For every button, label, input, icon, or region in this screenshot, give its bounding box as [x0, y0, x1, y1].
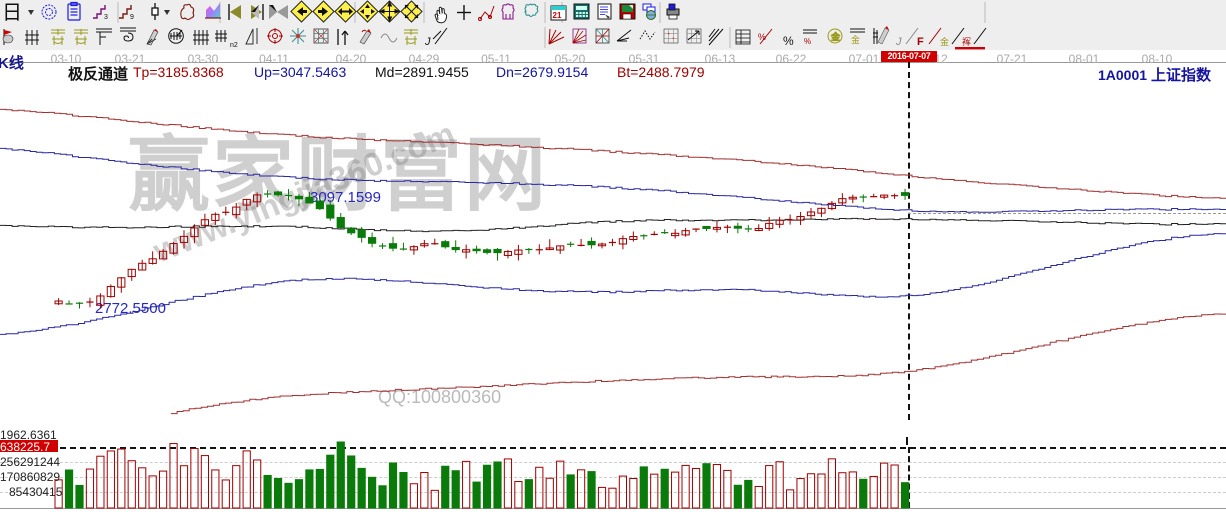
svg-text:日: 日 — [2, 2, 22, 24]
svg-text:金: 金 — [831, 31, 840, 42]
svg-text:金: 金 — [940, 36, 949, 47]
svg-text:%: % — [758, 32, 766, 42]
svg-text:21: 21 — [553, 11, 562, 20]
svg-text:3: 3 — [104, 14, 108, 21]
svg-text:F: F — [917, 36, 924, 48]
svg-text:%: % — [804, 37, 811, 46]
svg-text:9: 9 — [130, 14, 134, 21]
svg-text:J: J — [424, 36, 431, 48]
svg-text:裈: 裈 — [962, 36, 971, 47]
svg-text:金: 金 — [851, 34, 860, 45]
svg-text:%: % — [783, 34, 794, 48]
svg-text:n2: n2 — [230, 42, 238, 49]
svg-text:J: J — [895, 36, 902, 48]
